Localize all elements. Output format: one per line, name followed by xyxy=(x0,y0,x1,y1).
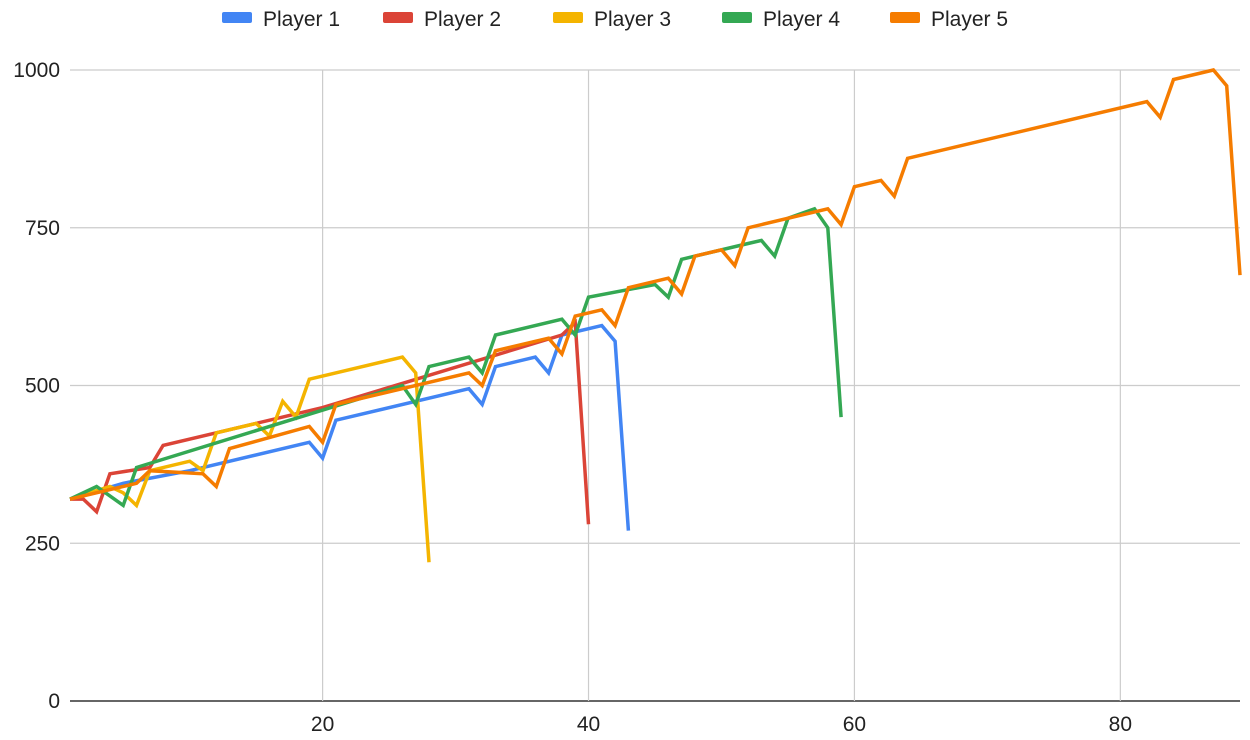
series-line-player-4 xyxy=(69,206,843,509)
legend: Player 1 Player 2 Player 3 Player 4 Player 5 xyxy=(222,8,1008,31)
y-tick-label: 0 xyxy=(48,690,60,713)
series-line-player-1 xyxy=(69,323,631,531)
legend-label: Player 4 xyxy=(763,8,840,31)
series-lines xyxy=(69,68,1242,563)
series-line-player-3 xyxy=(69,355,431,563)
x-tick-label: 40 xyxy=(577,713,600,736)
x-tick-label: 80 xyxy=(1109,713,1132,736)
y-tick-label: 250 xyxy=(25,532,60,555)
legend-swatch xyxy=(722,12,752,23)
legend-label: Player 3 xyxy=(594,8,671,31)
legend-swatch xyxy=(383,12,413,23)
legend-swatch xyxy=(222,12,252,23)
series-line-player-5 xyxy=(69,68,1242,501)
legend-label: Player 5 xyxy=(931,8,1008,31)
legend-label: Player 2 xyxy=(424,8,501,31)
y-tick-label: 1000 xyxy=(13,59,60,82)
legend-label: Player 1 xyxy=(263,8,340,31)
series-line-player-2 xyxy=(70,318,591,525)
y-tick-label: 750 xyxy=(25,217,60,240)
legend-swatch xyxy=(890,12,920,23)
legend-swatch xyxy=(553,12,583,23)
x-tick-label: 60 xyxy=(843,713,866,736)
x-tick-label: 20 xyxy=(311,713,334,736)
y-tick-label: 500 xyxy=(25,375,60,398)
tick-labels: 0 250 500 750 1000 20 40 60 80 xyxy=(13,59,1132,736)
grid-lines xyxy=(70,69,1240,702)
